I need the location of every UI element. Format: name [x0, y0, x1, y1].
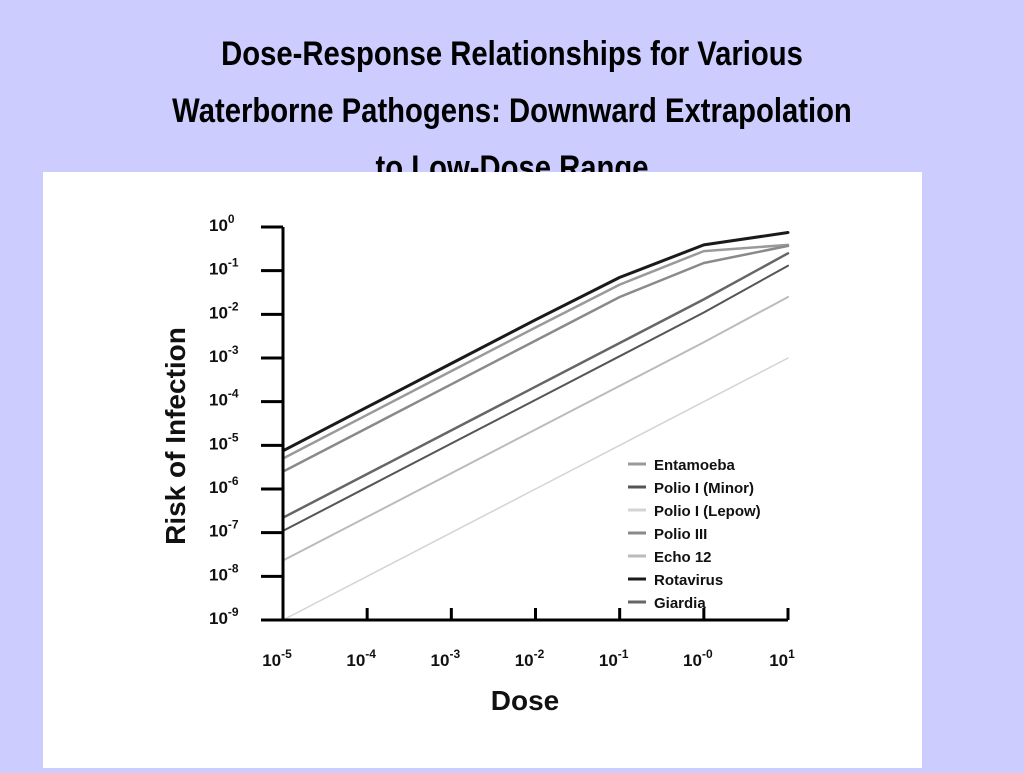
series-layer: [281, 231, 790, 621]
series-line-polio-i-lepow: [282, 357, 789, 621]
x-axis-label: Dose: [491, 685, 559, 716]
x-tick-label: 10-1: [599, 647, 629, 670]
y-tick-label: 100: [209, 212, 235, 235]
axes-layer: 10-5 10-4 10-3 10-2 10-1 10-0 101 100 10-1 10-2 10…: [209, 212, 795, 670]
y-tick-label: 10-2: [209, 299, 239, 322]
x-tick-label: 10-2: [515, 647, 545, 670]
x-tick-label: 10-3: [431, 647, 461, 670]
y-tick-label: 10-6: [209, 474, 239, 497]
y-tick-label: 10-1: [209, 256, 239, 279]
legend-label-polio-i-minor: Polio I (Minor): [654, 480, 754, 497]
y-tick-label: 10-8: [209, 561, 239, 584]
series-line-echo-12: [282, 296, 789, 562]
x-tick-label: 10-0: [683, 647, 713, 670]
legend-label-polio-i-lepow: Polio I (Lepow): [654, 503, 761, 520]
title-line: Dose-Response Relationships for Various: [221, 35, 803, 73]
x-tick-label: 10-5: [262, 647, 292, 670]
series-line-polio-iii: [281, 244, 790, 473]
series-line-rotavirus: [281, 231, 790, 453]
y-tick-label: 10-5: [209, 430, 239, 453]
slide-title: Dose-Response Relationships for Various …: [106, 26, 918, 197]
x-tick-label: 101: [769, 647, 795, 670]
dose-response-chart: 10-5 10-4 10-3 10-2 10-1 10-0 101 100 10-1 10-2 10…: [160, 212, 795, 716]
series-line-polio-i-minor: [282, 264, 789, 532]
y-tick-label: 10-4: [209, 387, 239, 410]
y-tick-label: 10-9: [209, 605, 239, 628]
title-line: Waterborne Pathogens: Downward Extrapola…: [172, 92, 852, 130]
legend-label-giardia: Giardia: [654, 595, 706, 612]
series-line-entamoeba: [281, 243, 790, 460]
y-tick-label: 10-7: [209, 518, 239, 541]
legend-label-entamoeba: Entamoeba: [654, 457, 736, 474]
chart-panel: 10-5 10-4 10-3 10-2 10-1 10-0 101 100 10-1 10-2 10…: [43, 172, 922, 768]
series-line-giardia: [281, 252, 790, 519]
legend-label-rotavirus: Rotavirus: [654, 572, 723, 589]
x-tick-label: 10-4: [346, 647, 376, 670]
legend: Entamoeba Polio I (Minor) Polio I (Lepow) P…: [628, 457, 761, 612]
y-tick-label: 10-3: [209, 343, 239, 366]
y-axis-label: Risk of Infection: [160, 327, 191, 545]
legend-label-echo-12: Echo 12: [654, 549, 712, 566]
legend-label-polio-iii: Polio III: [654, 526, 707, 543]
